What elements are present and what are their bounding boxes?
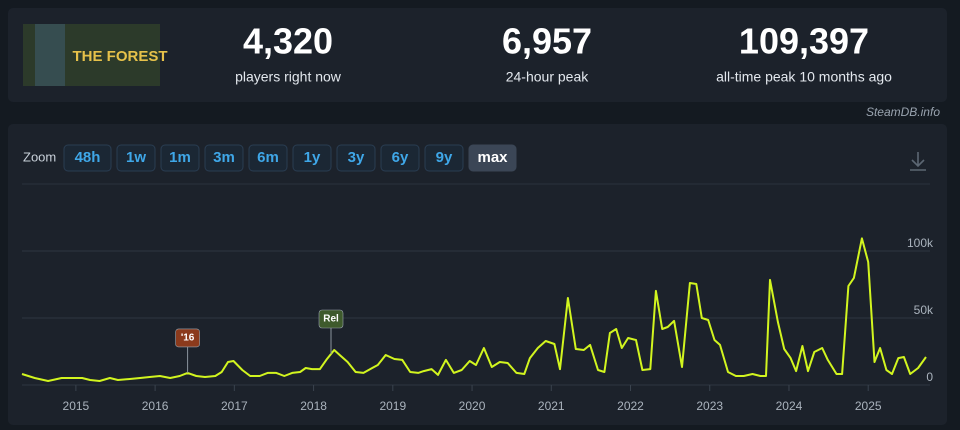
x-tick-label: 2015	[63, 399, 90, 413]
game-logo: THE FOREST	[72, 48, 167, 65]
x-tick-label: 2021	[538, 399, 565, 413]
download-icon[interactable]	[910, 152, 926, 171]
zoom-button[interactable]	[424, 144, 464, 172]
x-tick-label: 2023	[696, 399, 723, 413]
y-tick-label: 100k	[907, 236, 934, 250]
zoom-button-label[interactable]: max	[477, 149, 508, 166]
zoom-button-label[interactable]: 6m	[257, 149, 279, 166]
zoom-button-label[interactable]: 48h	[75, 149, 101, 166]
thumbnail-art	[35, 24, 65, 86]
credit: SteamDB.info	[866, 105, 940, 119]
stat-label: players right now	[235, 69, 342, 85]
zoom-button[interactable]	[292, 144, 332, 172]
annotation-flag	[318, 309, 344, 329]
stat-label: all-time peak 10 months ago	[716, 69, 892, 85]
player-line	[21, 237, 927, 382]
zoom-label: Zoom	[23, 149, 56, 164]
annotation-label: '16	[181, 333, 195, 344]
y-tick-label: 0	[926, 370, 933, 384]
stat-value: 6,957	[502, 21, 592, 62]
annotation-label: Rel	[323, 314, 339, 325]
zoom-button[interactable]	[380, 144, 420, 172]
chart-panel	[8, 124, 947, 425]
x-tick-label: 2020	[459, 399, 486, 413]
x-tick-label: 2016	[142, 399, 169, 413]
zoom-button[interactable]	[336, 144, 376, 172]
stats-panel	[8, 8, 947, 102]
zoom-button-label[interactable]: 9y	[436, 149, 453, 166]
zoom-button[interactable]	[248, 144, 288, 172]
zoom-button[interactable]	[63, 144, 112, 172]
zoom-button-label[interactable]: 1m	[169, 149, 191, 166]
zoom-button[interactable]	[468, 144, 517, 172]
x-tick-label: 2022	[617, 399, 644, 413]
zoom-button[interactable]	[204, 144, 244, 172]
stat-value: 109,397	[739, 21, 869, 62]
x-tick-label: 2019	[379, 399, 406, 413]
x-tick-label: 2024	[776, 399, 803, 413]
annotation-flag	[175, 328, 200, 348]
zoom-button-label[interactable]: 3y	[348, 149, 365, 166]
zoom-button-label[interactable]: 1w	[126, 149, 146, 166]
zoom-button-label[interactable]: 3m	[213, 149, 235, 166]
zoom-button-label[interactable]: 6y	[392, 149, 409, 166]
x-tick-label: 2017	[221, 399, 248, 413]
stat-label: 24-hour peak	[506, 69, 590, 85]
stat-value: 4,320	[243, 21, 333, 62]
x-tick-label: 2025	[855, 399, 882, 413]
zoom-button[interactable]	[160, 144, 200, 172]
x-tick-label: 2018	[300, 399, 327, 413]
zoom-button-label[interactable]: 1y	[304, 149, 321, 166]
y-tick-label: 50k	[914, 303, 934, 317]
zoom-button[interactable]	[116, 144, 156, 172]
